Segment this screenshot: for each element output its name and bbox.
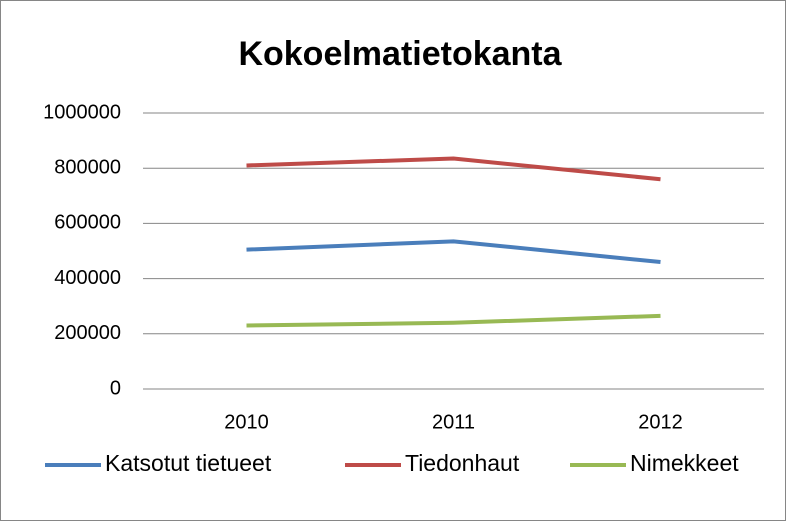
line-series [246,156,661,182]
y-tick-label: 200000 [54,322,121,344]
x-tick-label: 2012 [638,411,683,433]
line-series [246,239,661,265]
chart-title: Kokoelmatietokanta [238,35,562,73]
legend-label: Katsotut tietueet [105,450,272,476]
legend-label: Tiedonhaut [405,450,520,476]
x-tick-label: 2010 [224,411,269,433]
line-series [246,313,661,328]
x-tick-label: 2011 [432,411,475,433]
y-tick-label: 600000 [54,212,121,234]
y-tick-label: 0 [110,377,121,399]
y-tick-label: 400000 [54,267,121,289]
y-tick-label: 800000 [54,156,121,178]
legend-label: Nimekkeet [630,450,739,476]
y-tick-label: 1000000 [43,101,121,123]
